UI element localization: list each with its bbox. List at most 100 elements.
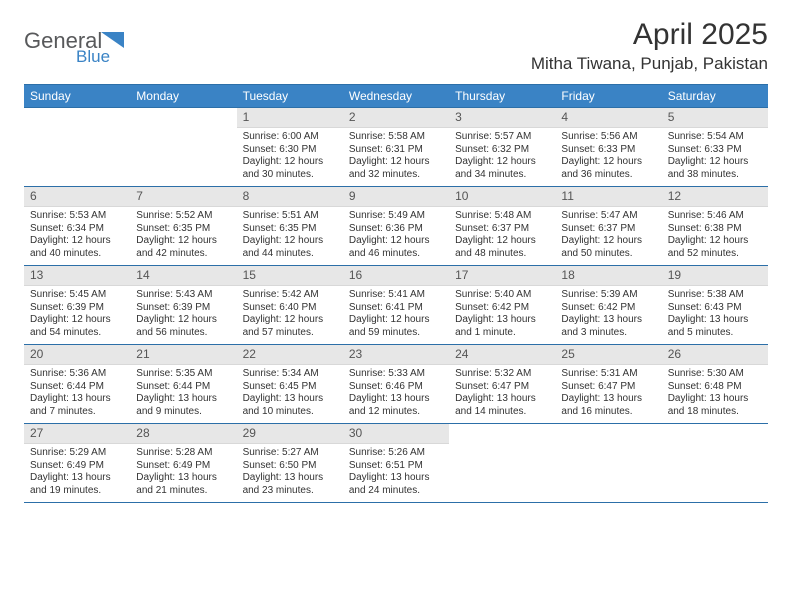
day-content: Sunrise: 5:53 AMSunset: 6:34 PMDaylight:… — [24, 207, 130, 263]
day-number: 26 — [662, 345, 768, 365]
sunset-line: Sunset: 6:40 PM — [243, 302, 337, 315]
sunset-line: Sunset: 6:34 PM — [30, 223, 124, 236]
day-cell: 12Sunrise: 5:46 AMSunset: 6:38 PMDayligh… — [662, 187, 768, 265]
daylight-line-2: and 12 minutes. — [349, 406, 443, 419]
daylight-line-1: Daylight: 13 hours — [455, 314, 549, 327]
day-number: 3 — [449, 108, 555, 128]
daylight-line-1: Daylight: 13 hours — [561, 314, 655, 327]
day-content: Sunrise: 5:42 AMSunset: 6:40 PMDaylight:… — [237, 286, 343, 342]
sunrise-line: Sunrise: 5:49 AM — [349, 210, 443, 223]
daylight-line-2: and 32 minutes. — [349, 169, 443, 182]
day-content: Sunrise: 5:35 AMSunset: 6:44 PMDaylight:… — [130, 365, 236, 421]
week-row: 20Sunrise: 5:36 AMSunset: 6:44 PMDayligh… — [24, 345, 768, 424]
sunrise-line: Sunrise: 5:27 AM — [243, 447, 337, 460]
daylight-line-2: and 14 minutes. — [455, 406, 549, 419]
day-content: Sunrise: 5:58 AMSunset: 6:31 PMDaylight:… — [343, 128, 449, 184]
daylight-line-2: and 52 minutes. — [668, 248, 762, 261]
week-row: 13 Sunrise: 5:45 AM Sunset: 6:39 PM Dayligh… — [24, 266, 768, 345]
day-cell: 4Sunrise: 5:56 AMSunset: 6:33 PMDaylight… — [555, 108, 661, 186]
daylight-line-2: and 38 minutes. — [668, 169, 762, 182]
sunrise-line: Sunrise: 5:36 AM — [30, 368, 124, 381]
daylight-line-2: and 16 minutes. — [561, 406, 655, 419]
sunset-line: Sunset: 6:33 PM — [668, 144, 762, 157]
day-number: 7 — [130, 187, 236, 207]
daylight-line-1: Daylight: 13 hours — [243, 472, 337, 485]
day-cell: 17Sunrise: 5:40 AMSunset: 6:42 PMDayligh… — [449, 266, 555, 344]
day-cell: 26Sunrise: 5:30 AMSunset: 6:48 PMDayligh… — [662, 345, 768, 423]
daylight-line-2: and 40 minutes. — [30, 248, 124, 261]
day-cell: 11Sunrise: 5:47 AMSunset: 6:37 PMDayligh… — [555, 187, 661, 265]
day-number: 6 — [24, 187, 130, 207]
day-content: Sunrise: 5:28 AMSunset: 6:49 PMDaylight:… — [130, 444, 236, 500]
day-content: Sunrise: 5:54 AMSunset: 6:33 PMDaylight:… — [662, 128, 768, 184]
day-content: Sunrise: 5:47 AMSunset: 6:37 PMDaylight:… — [555, 207, 661, 263]
sunrise-line: Sunrise: 5:35 AM — [136, 368, 230, 381]
daylight-line-1: Daylight: 12 hours — [668, 156, 762, 169]
sunset-line: Sunset: 6:32 PM — [455, 144, 549, 157]
daylight-line-2: and 46 minutes. — [349, 248, 443, 261]
day-cell: 25Sunrise: 5:31 AMSunset: 6:47 PMDayligh… — [555, 345, 661, 423]
sunset-line: Sunset: 6:38 PM — [668, 223, 762, 236]
daylight-line-2: and 7 minutes. — [30, 406, 124, 419]
day-cell — [24, 108, 130, 186]
day-number: 16 — [343, 266, 449, 286]
daylight-line-1: Daylight: 13 hours — [243, 393, 337, 406]
sunrise-line: Sunrise: 5:48 AM — [455, 210, 549, 223]
day-number: 15 — [237, 266, 343, 286]
daylight-line-1: Daylight: 13 hours — [668, 393, 762, 406]
daylight-line-2: and 30 minutes. — [243, 169, 337, 182]
day-cell: 13Sunrise: 5:45 AMSunset: 6:39 PMDayligh… — [24, 266, 130, 344]
daylight-line-2: and 54 minutes. — [30, 327, 124, 340]
day-content: Sunrise: 5:33 AMSunset: 6:46 PMDaylight:… — [343, 365, 449, 421]
daylight-line-1: Daylight: 12 hours — [243, 156, 337, 169]
daylight-line-2: and 34 minutes. — [455, 169, 549, 182]
day-cell: 16Sunrise: 5:41 AMSunset: 6:41 PMDayligh… — [343, 266, 449, 344]
sunset-line: Sunset: 6:39 PM — [136, 302, 230, 315]
day-number: 13 — [24, 266, 130, 286]
day-cell: 8Sunrise: 5:51 AMSunset: 6:35 PMDaylight… — [237, 187, 343, 265]
day-number: 22 — [237, 345, 343, 365]
sunrise-line: Sunrise: 5:51 AM — [243, 210, 337, 223]
day-header: Thursday — [449, 85, 555, 107]
sunset-line: Sunset: 6:35 PM — [136, 223, 230, 236]
day-number: 27 — [24, 424, 130, 444]
sunrise-line: Sunrise: 5:46 AM — [668, 210, 762, 223]
sunset-line: Sunset: 6:46 PM — [349, 381, 443, 394]
sunrise-line: Sunrise: 5:40 AM — [455, 289, 549, 302]
daylight-line-2: and 21 minutes. — [136, 485, 230, 498]
day-content: Sunrise: 5:29 AMSunset: 6:49 PMDaylight:… — [24, 444, 130, 500]
day-cell: 2Sunrise: 5:58 AMSunset: 6:31 PMDaylight… — [343, 108, 449, 186]
daylight-line-1: Daylight: 12 hours — [243, 314, 337, 327]
day-number: 19 — [662, 266, 768, 286]
sunset-line: Sunset: 6:31 PM — [349, 144, 443, 157]
daylight-line-1: Daylight: 13 hours — [30, 472, 124, 485]
daylight-line-1: Daylight: 13 hours — [136, 472, 230, 485]
day-cell: 24Sunrise: 5:32 AMSunset: 6:47 PMDayligh… — [449, 345, 555, 423]
sunrise-line: Sunrise: 5:26 AM — [349, 447, 443, 460]
sunrise-line: Sunrise: 5:54 AM — [668, 131, 762, 144]
sunset-line: Sunset: 6:37 PM — [561, 223, 655, 236]
sunrise-line: Sunrise: 5:56 AM — [561, 131, 655, 144]
daylight-line-1: Daylight: 12 hours — [30, 314, 124, 327]
sunrise-line: Sunrise: 5:39 AM — [561, 289, 655, 302]
daylight-line-2: and 23 minutes. — [243, 485, 337, 498]
day-header: Wednesday — [343, 85, 449, 107]
sunset-line: Sunset: 6:48 PM — [668, 381, 762, 394]
daylight-line-1: Daylight: 13 hours — [455, 393, 549, 406]
sunset-line: Sunset: 6:47 PM — [561, 381, 655, 394]
sunset-line: Sunset: 6:47 PM — [455, 381, 549, 394]
day-number: 29 — [237, 424, 343, 444]
day-content: Sunrise: 5:51 AMSunset: 6:35 PMDaylight:… — [237, 207, 343, 263]
sunrise-line: Sunrise: 5:45 AM — [30, 289, 124, 302]
day-header: Saturday — [662, 85, 768, 107]
daylight-line-2: and 10 minutes. — [243, 406, 337, 419]
day-content: Sunrise: 5:57 AMSunset: 6:32 PMDaylight:… — [449, 128, 555, 184]
sunset-line: Sunset: 6:41 PM — [349, 302, 443, 315]
sunset-line: Sunset: 6:49 PM — [30, 460, 124, 473]
day-cell: 29Sunrise: 5:27 AMSunset: 6:50 PMDayligh… — [237, 424, 343, 502]
daylight-line-1: Daylight: 12 hours — [136, 235, 230, 248]
day-number: 14 — [130, 266, 236, 286]
calendar: Sunday Monday Tuesday Wednesday Thursday… — [24, 84, 768, 503]
day-cell — [449, 424, 555, 502]
daylight-line-1: Daylight: 12 hours — [455, 156, 549, 169]
